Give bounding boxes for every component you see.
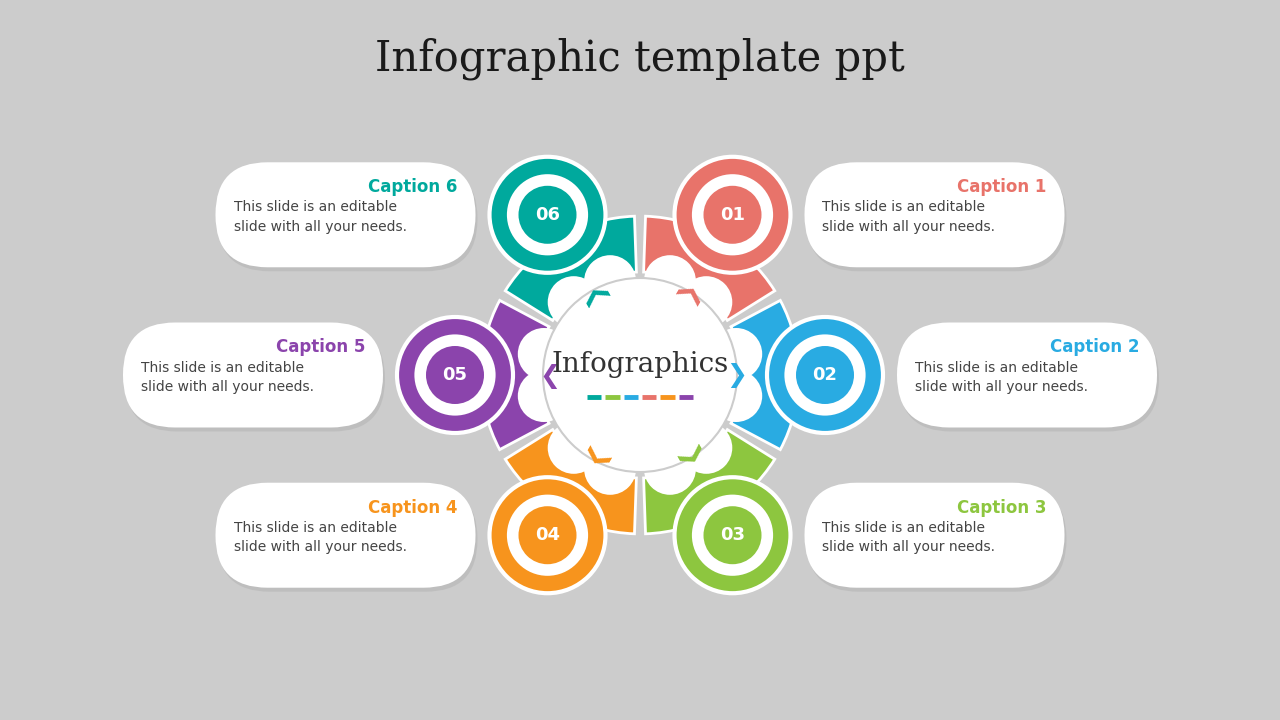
Text: ❯: ❯: [672, 443, 704, 474]
FancyBboxPatch shape: [125, 326, 385, 431]
Wedge shape: [481, 300, 549, 449]
Wedge shape: [644, 430, 774, 534]
Text: 03: 03: [719, 526, 745, 544]
Text: This slide is an editable
slide with all your needs.: This slide is an editable slide with all…: [141, 361, 314, 394]
Circle shape: [785, 334, 865, 415]
Circle shape: [704, 506, 762, 564]
Circle shape: [489, 157, 605, 273]
Circle shape: [680, 276, 732, 328]
Circle shape: [507, 495, 588, 576]
Circle shape: [675, 157, 791, 273]
Text: 01: 01: [719, 206, 745, 224]
Text: ❯: ❯: [534, 362, 554, 387]
Wedge shape: [506, 430, 636, 534]
Circle shape: [489, 477, 605, 593]
Circle shape: [584, 255, 636, 307]
Circle shape: [584, 443, 636, 495]
FancyBboxPatch shape: [218, 166, 477, 271]
Text: ❯: ❯: [576, 276, 608, 307]
FancyBboxPatch shape: [123, 323, 383, 428]
Text: Caption 6: Caption 6: [369, 179, 457, 197]
FancyBboxPatch shape: [806, 487, 1066, 592]
Circle shape: [397, 317, 513, 433]
Text: 06: 06: [535, 206, 561, 224]
Text: ❯: ❯: [576, 443, 608, 474]
Circle shape: [644, 255, 696, 307]
FancyBboxPatch shape: [215, 482, 475, 588]
Text: This slide is an editable
slide with all your needs.: This slide is an editable slide with all…: [823, 521, 996, 554]
Text: ❯: ❯: [672, 276, 704, 307]
Text: Caption 2: Caption 2: [1050, 338, 1139, 356]
Circle shape: [518, 186, 576, 244]
Text: Infographics: Infographics: [552, 351, 728, 379]
Wedge shape: [731, 300, 799, 449]
Circle shape: [548, 422, 600, 474]
FancyBboxPatch shape: [805, 162, 1065, 267]
Text: Infographic template ppt: Infographic template ppt: [375, 38, 905, 81]
Circle shape: [796, 346, 854, 404]
Circle shape: [692, 495, 773, 576]
Circle shape: [704, 186, 762, 244]
FancyBboxPatch shape: [218, 487, 477, 592]
Text: 02: 02: [813, 366, 837, 384]
FancyBboxPatch shape: [215, 162, 475, 267]
Text: This slide is an editable
slide with all your needs.: This slide is an editable slide with all…: [823, 200, 996, 234]
Circle shape: [415, 334, 495, 415]
Wedge shape: [506, 216, 636, 320]
Text: Caption 5: Caption 5: [275, 338, 365, 356]
Circle shape: [426, 346, 484, 404]
Circle shape: [767, 317, 883, 433]
Circle shape: [710, 328, 762, 380]
Circle shape: [518, 370, 570, 422]
Wedge shape: [644, 216, 774, 320]
Text: This slide is an editable
slide with all your needs.: This slide is an editable slide with all…: [915, 361, 1088, 394]
Circle shape: [518, 328, 570, 380]
Circle shape: [710, 370, 762, 422]
FancyBboxPatch shape: [899, 326, 1158, 431]
Text: Caption 4: Caption 4: [369, 499, 457, 517]
Circle shape: [543, 278, 737, 472]
FancyBboxPatch shape: [805, 482, 1065, 588]
Circle shape: [548, 276, 600, 328]
FancyBboxPatch shape: [897, 323, 1157, 428]
Circle shape: [692, 174, 773, 256]
Text: Caption 1: Caption 1: [957, 179, 1047, 197]
Text: ❯: ❯: [726, 362, 746, 387]
Text: Caption 3: Caption 3: [957, 499, 1047, 517]
Circle shape: [507, 174, 588, 256]
Circle shape: [518, 506, 576, 564]
Text: This slide is an editable
slide with all your needs.: This slide is an editable slide with all…: [233, 200, 407, 234]
Circle shape: [680, 422, 732, 474]
Circle shape: [675, 477, 791, 593]
Text: This slide is an editable
slide with all your needs.: This slide is an editable slide with all…: [233, 521, 407, 554]
Text: 04: 04: [535, 526, 561, 544]
Text: 05: 05: [443, 366, 467, 384]
FancyBboxPatch shape: [806, 166, 1066, 271]
Circle shape: [644, 443, 696, 495]
